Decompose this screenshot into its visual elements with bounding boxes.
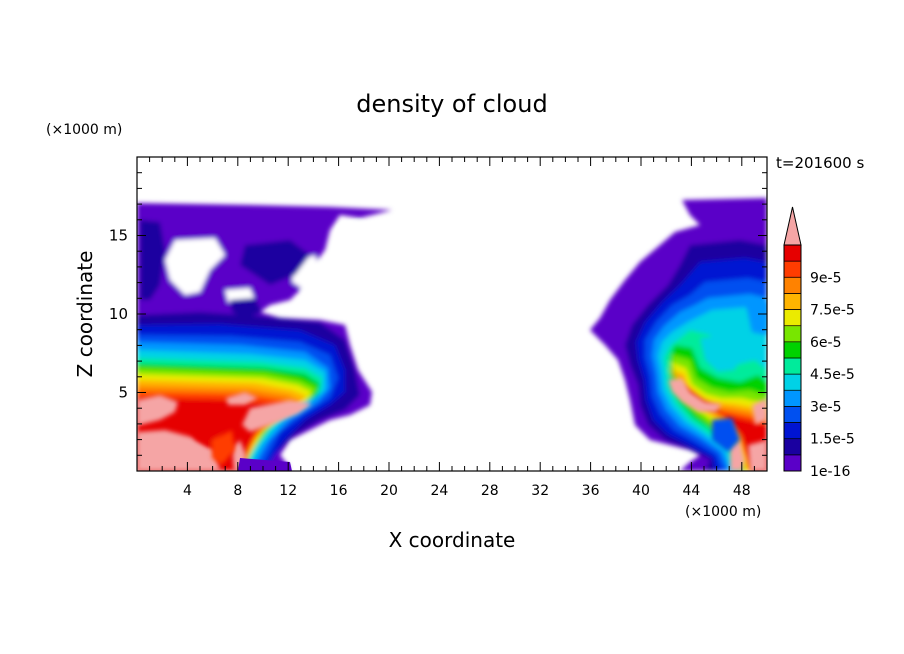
colorbar-label: 4.5e-5 [810, 367, 855, 383]
x-tick-label: 8 [233, 483, 242, 499]
x-tick-label: 32 [531, 483, 549, 499]
y-unit-label: (×1000 m) [46, 122, 122, 138]
colorbar-swatch [784, 277, 801, 294]
x-tick-label: 48 [733, 483, 751, 499]
x-tick-label: 16 [330, 483, 348, 499]
right-cloud-core [668, 378, 722, 412]
colorbar-swatch [784, 245, 801, 262]
colorbar-label: 9e-5 [810, 270, 841, 286]
colorbar-swatch [784, 309, 801, 327]
colorbar: 1e-16 1.5e-5 3e-5 4.5e-5 6e-5 7.5e-5 9e-5 [783, 206, 855, 480]
contour-field [137, 157, 767, 471]
colorbar-label: 7.5e-5 [810, 303, 855, 319]
time-label: t=201600 s [776, 154, 864, 172]
colorbar-swatch [784, 325, 801, 343]
x-tick-label: 40 [632, 483, 650, 499]
colorbar-over-arrow [783, 206, 802, 246]
colorbar-label: 1.5e-5 [810, 432, 855, 448]
colorbar-label: 1e-16 [810, 464, 850, 480]
chart-title: density of cloud [356, 90, 547, 118]
colorbar-swatch [784, 374, 801, 391]
colorbar-swatch [784, 454, 801, 472]
x-tick-label: 20 [380, 483, 398, 499]
x-unit-label: (×1000 m) [685, 504, 761, 520]
y-tick-label: 15 [109, 227, 128, 245]
colorbar-swatch [784, 261, 801, 278]
x-tick-label: 36 [582, 483, 600, 499]
x-tick-label: 28 [481, 483, 499, 499]
x-tick-label: 4 [183, 483, 192, 499]
left-cloud-core [137, 395, 178, 425]
x-tick-label: 12 [279, 483, 297, 499]
x-tick-label: 44 [682, 483, 700, 499]
y-tick-label: 5 [118, 384, 128, 402]
colorbar-swatch [784, 406, 801, 424]
y-axis: 5 10 15 [109, 156, 767, 472]
x-axis-label: X coordinate [389, 528, 516, 552]
x-axis: 4 8 12 16 20 24 28 32 36 40 44 48 [136, 157, 768, 499]
colorbar-swatch [784, 422, 801, 440]
y-axis-label: Z coordinate [73, 251, 97, 378]
colorbar-label: 6e-5 [810, 335, 841, 351]
colorbar-swatch [784, 438, 801, 456]
x-tick-label: 24 [430, 483, 448, 499]
colorbar-swatch [784, 358, 801, 375]
colorbar-label: 3e-5 [810, 399, 841, 415]
colorbar-swatch [784, 341, 801, 359]
colorbar-swatch [784, 390, 801, 407]
colorbar-swatch [784, 293, 801, 311]
y-tick-label: 10 [109, 305, 128, 323]
